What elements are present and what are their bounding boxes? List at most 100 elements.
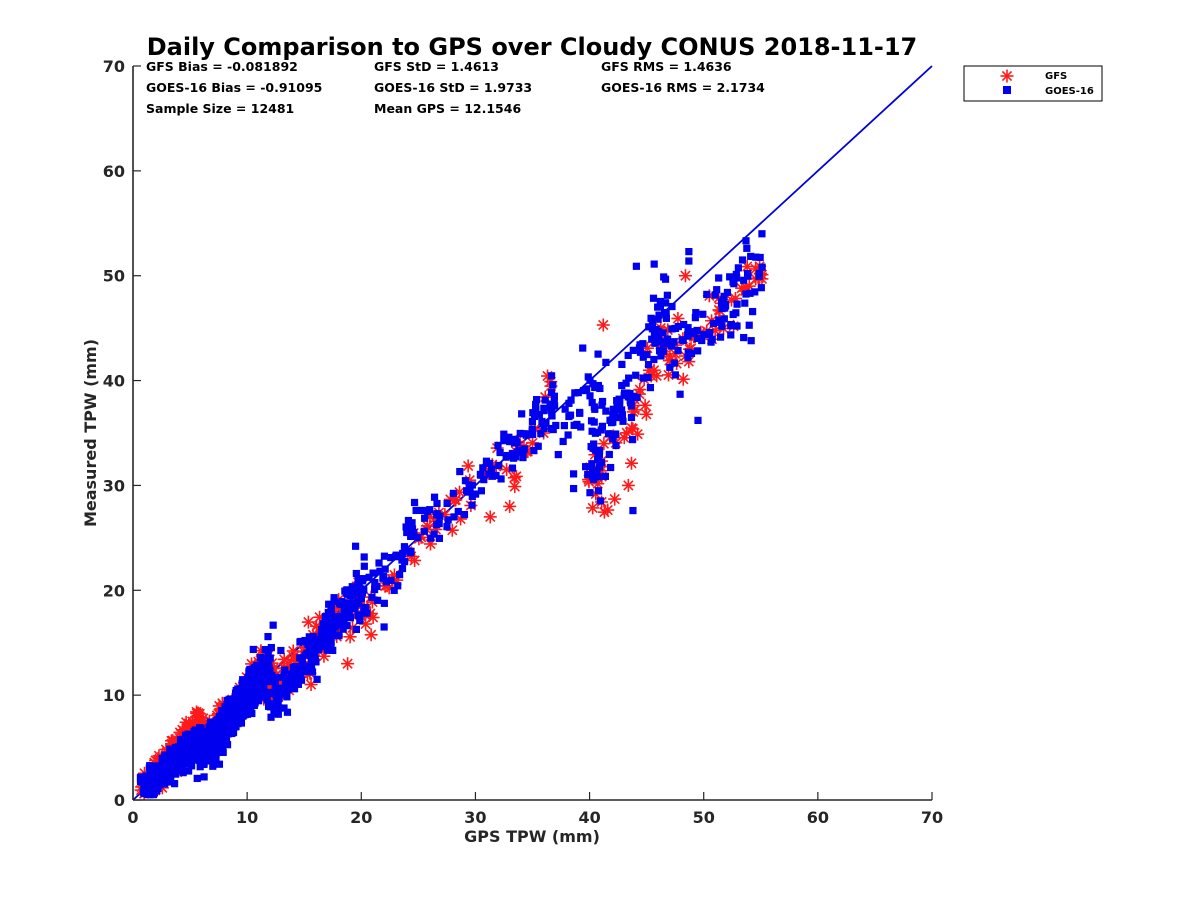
goes-16-point [325,615,333,623]
goes-16-point [265,671,273,679]
goes-16-point [619,417,627,425]
goes-16-point [381,565,389,573]
goes-16-point [594,487,603,495]
goes-16-point [573,420,581,428]
goes-16-point [461,477,470,485]
goes-16-point [590,403,598,411]
goes-16-point [666,363,674,371]
goes-16-point [662,314,670,322]
goes-16-point [376,567,384,575]
goes-16-point [530,447,538,455]
goes-16-point [345,607,353,615]
goes-16-point [503,451,511,460]
goes-16-point [352,625,360,633]
goes-16-point [271,683,279,691]
goes-16-point [698,336,706,345]
goes-16-point [667,342,676,350]
goes-16-point [200,773,208,781]
goes-16-point [136,774,145,782]
goes-16-point [294,664,303,672]
goes-16-point [223,696,231,705]
goes-16-point [707,338,715,346]
goes-16-point [286,684,294,692]
goes-16-point [249,645,257,654]
asterisk-stroke [311,621,322,632]
goes-16-point [496,448,504,457]
goes-16-point [650,355,658,364]
goes-16-point [234,719,242,728]
goes-16-point [510,439,519,447]
goes-16-point [694,416,702,425]
goes-16-point [618,360,626,369]
asterisk-stroke [587,502,598,514]
goes-16-point [548,412,556,420]
goes-16-point [264,632,272,641]
goes-16-point [569,484,578,493]
goes-16-point [242,698,250,706]
goes-16-point [215,712,224,720]
goes-16-point [339,599,347,607]
goes-16-point [718,322,726,330]
y-tick-label: 70 [103,57,125,76]
goes-16-point [215,760,224,768]
goes-16-point [365,573,373,581]
goes-16-point [179,742,187,750]
goes-16-point [449,489,458,497]
goes-16-point [492,471,500,480]
asterisk-stroke [342,658,353,669]
goes-16-point [296,654,304,662]
gfs-point [364,628,378,642]
goes-16-point [382,578,391,586]
goes-16-point [263,696,271,704]
goes-16-point [668,302,676,311]
goes-16-point [308,668,317,676]
goes-16-point [594,456,602,464]
goes-16-point [204,757,212,765]
goes-16-point [247,705,255,714]
gfs-point [638,398,652,412]
goes-16-point [193,774,201,783]
goes-16-point [161,766,169,774]
goes-16-point [472,490,480,498]
x-axis-label: GPS TPW (mm) [464,827,600,846]
goes-16-point [662,309,670,318]
goes-16-point [254,684,262,692]
goes-16-point [175,753,183,761]
goes-16-point [193,756,201,764]
goes-16-point [629,346,637,354]
goes-16-point [430,530,438,538]
goes-16-point [661,275,670,283]
goes-16-point [374,596,382,604]
gfs-point [509,469,523,483]
goes-16-point [639,340,647,348]
asterisk-stroke [303,616,314,628]
goes-16-point [188,762,196,770]
goes-16-point [636,348,645,356]
goes-16-point [654,303,662,311]
goes-16-point [224,718,232,726]
goes-16-point [497,475,505,483]
goes-16-point [169,753,177,761]
goes-16-point [663,339,671,347]
goes-16-point [685,328,693,337]
goes-16-point [594,428,602,436]
gfs-point [639,407,653,421]
stat-gfs-std: GFS StD = 1.4613 [374,59,499,74]
goes-16-point [589,444,597,452]
goes-16-point [740,276,748,284]
gfs-point [503,499,517,513]
goes-16-point [747,337,755,345]
goes-16-point [390,586,398,594]
x-tick-label: 50 [693,808,715,827]
goes-16-point [154,772,163,780]
goes-16-point [287,680,295,688]
goes-16-point [283,708,292,716]
asterisk-stroke [598,319,609,331]
goes-16-point [334,631,342,639]
goes-16-point [226,701,234,709]
goes-16-point [528,425,536,433]
goes-16-point [519,453,527,462]
goes-16-point [723,288,732,297]
goes-16-point [274,699,282,707]
goes-16-point [532,396,541,404]
